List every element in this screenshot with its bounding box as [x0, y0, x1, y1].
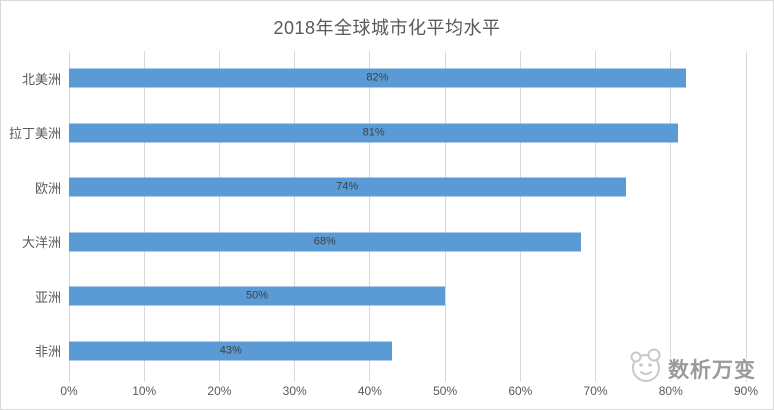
- bar-非洲: 43%: [69, 341, 393, 361]
- x-tick-label-90%: 90%: [733, 384, 759, 398]
- category-label-非洲: 非洲: [34, 344, 61, 360]
- category-label-大洋洲: 大洋洲: [21, 235, 61, 251]
- x-tick-label-40%: 40%: [357, 384, 382, 398]
- chart-title: 2018年全球城市化平均水平: [273, 18, 501, 38]
- gridline-90%: [745, 51, 747, 382]
- gridline-20%: [218, 51, 220, 382]
- watermark-text: 数析万变: [668, 358, 756, 382]
- category-label-拉丁美洲: 拉丁美洲: [8, 126, 61, 142]
- gridline-30%: [294, 51, 296, 382]
- bar-北美洲: 82%: [69, 68, 686, 88]
- gridline-60%: [519, 51, 521, 382]
- bar-大洋洲: 68%: [69, 232, 581, 252]
- watermark: 数析万变: [627, 348, 756, 389]
- plot-area: 82% 81% 74% 68% 50% 43%: [68, 51, 747, 382]
- gridline-80%: [670, 51, 672, 382]
- gridline-40%: [369, 51, 371, 382]
- bar-value-label-拉丁美洲: 81%: [362, 126, 385, 139]
- bar-亚洲: 50%: [69, 286, 446, 306]
- bar-row-大洋洲: 68%: [69, 215, 746, 270]
- x-tick-label-20%: 20%: [207, 384, 232, 398]
- gridline-0%: [68, 51, 70, 382]
- bar-row-拉丁美洲: 81%: [69, 106, 746, 161]
- bar-row-欧洲: 74%: [69, 160, 746, 215]
- category-label-北美洲: 北美洲: [21, 71, 61, 87]
- bar-拉丁美洲: 81%: [69, 123, 679, 143]
- x-tick-label-50%: 50%: [433, 384, 458, 398]
- x-tick-label-0%: 0%: [60, 384, 78, 398]
- bar-value-label-非洲: 43%: [219, 344, 242, 357]
- bar-value-label-欧洲: 74%: [336, 180, 359, 193]
- x-tick-label-60%: 60%: [508, 384, 533, 398]
- x-tick-label-70%: 70%: [583, 384, 608, 398]
- bar-row-北美洲: 82%: [69, 51, 746, 106]
- category-label-欧洲: 欧洲: [34, 180, 61, 196]
- gridline-70%: [595, 51, 597, 382]
- bar-row-非洲: 43%: [69, 324, 746, 379]
- x-tick-label-30%: 30%: [282, 384, 307, 398]
- bar-value-label-北美洲: 82%: [366, 71, 389, 84]
- category-label-亚洲: 亚洲: [34, 289, 61, 305]
- x-tick-label-80%: 80%: [658, 384, 683, 398]
- bar-row-亚洲: 50%: [69, 269, 746, 324]
- x-tick-label-10%: 10%: [132, 384, 157, 398]
- gridline-10%: [143, 51, 145, 382]
- bar-欧洲: 74%: [69, 177, 626, 197]
- bar-value-label-大洋洲: 68%: [313, 235, 336, 248]
- bar-value-label-亚洲: 50%: [246, 289, 269, 302]
- gridline-50%: [444, 51, 446, 382]
- mascot-face-icon: [627, 348, 665, 389]
